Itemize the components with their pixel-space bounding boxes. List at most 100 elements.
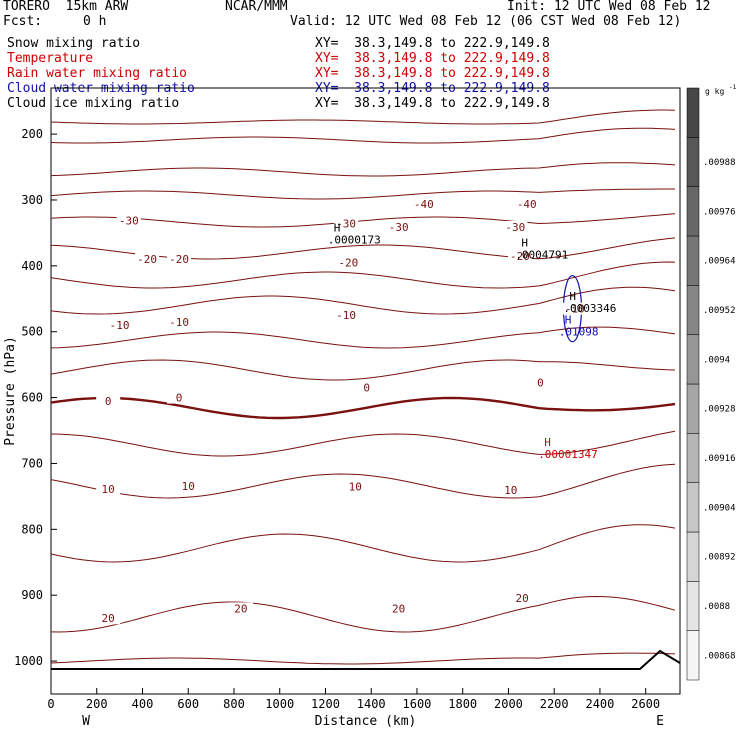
isotherm-line — [50, 652, 676, 665]
temperature-contour-label: -10 — [169, 316, 189, 329]
terrain-line — [51, 649, 681, 670]
x-tick-label: 1800 — [448, 697, 477, 711]
temperature-contour-label: -10 — [336, 309, 356, 322]
model-title: TORERO 15km ARW — [3, 0, 129, 14]
temperature-contour-label: -20 — [338, 257, 358, 270]
colorbar-swatch — [686, 186, 700, 237]
temperature-contour-label: -30 — [119, 214, 139, 227]
west-end-label: W — [82, 714, 90, 729]
colorbar-tick-label: .00928 — [703, 405, 736, 415]
temperature-contour-label: -20 — [510, 250, 530, 263]
temperature-contour-label: 20 — [516, 592, 529, 605]
temperature-label-bg — [498, 483, 523, 496]
maximum-marker: H — [521, 237, 528, 250]
colorbar-tick-label: .00976 — [703, 207, 736, 217]
temperature-contour-label: -40 — [414, 198, 434, 211]
temperature-contour-label: 0 — [363, 382, 370, 395]
maximum-value: .0000173 — [328, 234, 381, 247]
colorbar-tick-label: .00868 — [703, 651, 736, 661]
temperature-label-bg — [228, 602, 253, 615]
temperature-label-bg — [107, 319, 132, 332]
x-tick-label: 1600 — [403, 697, 432, 711]
temperature-label-bg — [507, 249, 532, 262]
colorbar-tick-label: .00952 — [703, 306, 736, 316]
temperature-contour-label: 10 — [182, 480, 195, 493]
y-tick-label: 300 — [21, 193, 43, 207]
init-time: Init: 12 UTC Wed 08 Feb 12 — [507, 0, 711, 14]
isotherm-line — [50, 595, 676, 633]
maximum-marker: H — [565, 314, 572, 327]
isotherm-line — [50, 359, 676, 381]
colorbar-swatch — [686, 235, 700, 286]
isotherm-line — [50, 188, 675, 200]
maximum-value: .0004791 — [515, 249, 568, 262]
maximum-marker: H — [544, 436, 551, 449]
colorbar-tick-label: .00892 — [703, 553, 736, 563]
center-name: NCAR/MMM — [225, 0, 288, 14]
x-tick-label: 2400 — [585, 697, 614, 711]
temperature-label-bg — [135, 253, 160, 266]
x-axis-label: Distance (km) — [315, 714, 417, 729]
temperature-label-bg — [167, 391, 192, 404]
temperature-label-bg — [116, 214, 141, 227]
temperature-label-bg — [343, 480, 368, 493]
temperature-label-bg — [176, 479, 201, 492]
temperature-contour-label: -10 — [565, 303, 585, 316]
colorbar-tick-label: .00916 — [703, 454, 736, 464]
field-label: Cloud ice mixing ratio — [7, 96, 180, 111]
colorbar-swatch — [686, 630, 700, 681]
temperature-contour-label: 20 — [234, 602, 247, 615]
temperature-label-bg — [528, 376, 553, 389]
isotherm-line — [50, 326, 676, 349]
temperature-label-bg — [386, 602, 411, 615]
x-tick-label: 2000 — [494, 697, 523, 711]
field-label: Rain water mixing ratio — [7, 66, 188, 81]
temperature-contour-label: 0 — [537, 376, 544, 389]
y-tick-label: 500 — [21, 325, 43, 339]
field-label: Temperature — [7, 51, 94, 66]
y-tick-label: 400 — [21, 259, 43, 273]
field-xy-range: XY= 38.3,149.8 to 222.9,149.8 — [315, 66, 550, 81]
temperature-label-bg — [514, 197, 539, 210]
maximum-value: .01098 — [559, 326, 599, 339]
temperature-label-bg — [503, 220, 528, 233]
valid-time: Valid: 12 UTC Wed 08 Feb 12 (06 CST Wed … — [290, 14, 682, 29]
colorbar-swatch — [686, 531, 700, 582]
temperature-contour-label: 10 — [349, 480, 362, 493]
temperature-contour-label: -30 — [389, 221, 409, 234]
temperature-contour-label: -40 — [517, 198, 537, 211]
temperature-label-bg — [354, 381, 379, 394]
isotherm-line — [50, 261, 676, 289]
temperature-label-bg — [386, 220, 411, 233]
y-tick-label: 200 — [21, 127, 43, 141]
temperature-contour-label: -10 — [110, 319, 130, 332]
field-xy-range: XY= 38.3,149.8 to 222.9,149.8 — [315, 51, 550, 66]
field-xy-range: XY= 38.3,149.8 to 222.9,149.8 — [315, 96, 550, 111]
x-tick-label: 2600 — [631, 697, 660, 711]
y-tick-label: 700 — [21, 456, 43, 470]
isotherm-line — [50, 213, 676, 228]
isotherm-line — [50, 524, 676, 563]
temperature-contour-label: 20 — [102, 612, 115, 625]
y-axis-label: Pressure (hPa) — [3, 336, 18, 446]
isotherm-line — [50, 463, 676, 499]
colorbar-swatch — [686, 433, 700, 483]
maximum-marker: H — [334, 222, 341, 235]
y-tick-label: 600 — [21, 391, 43, 405]
colorbar-swatch — [686, 383, 700, 434]
x-tick-label: 1200 — [311, 697, 340, 711]
x-tick-label: 1000 — [265, 697, 294, 711]
colorbar-tick-label: .00964 — [703, 257, 736, 267]
colorbar-swatch — [686, 482, 700, 533]
x-tick-label: 0 — [47, 697, 54, 711]
temperature-label-bg — [562, 302, 587, 315]
isotherm-line — [50, 430, 676, 457]
temperature-contour-label: 0 — [176, 392, 183, 405]
field-xy-range: XY= 38.3,149.8 to 222.9,149.8 — [315, 36, 550, 51]
temperature-contour-label: -20 — [169, 253, 189, 266]
y-tick-label: 800 — [21, 522, 43, 536]
maximum-value: .0003346 — [563, 302, 616, 315]
isotherm-line — [50, 396, 676, 420]
temperature-contour-label: 10 — [504, 484, 517, 497]
